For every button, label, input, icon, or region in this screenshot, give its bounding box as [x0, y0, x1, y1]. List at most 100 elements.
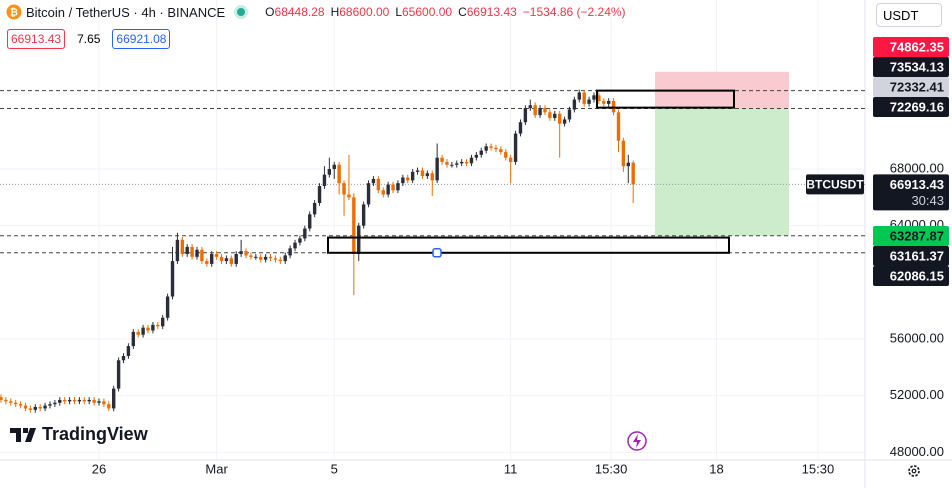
status-dot: [237, 8, 246, 16]
candle-body: [87, 399, 91, 402]
currency: USDT: [883, 8, 919, 23]
candle-body: [626, 162, 630, 167]
y-tick-label: 48000.00: [890, 444, 944, 459]
x-tick-label: 15:30: [802, 461, 835, 476]
ohlc-value: 66913.43: [466, 5, 517, 19]
x-tick-label: 18: [709, 461, 723, 476]
candle-body: [190, 246, 194, 257]
candle-body: [97, 401, 101, 403]
candle-body: [48, 404, 52, 406]
candle-body: [229, 258, 234, 264]
candle-body: [518, 122, 523, 134]
candle-body: [151, 324, 155, 331]
price-tag-label: 63161.37: [890, 248, 944, 263]
candle-body: [347, 194, 351, 198]
sell-price[interactable]: 66913.43: [7, 29, 66, 49]
candle-body: [224, 258, 229, 262]
events-icon[interactable]: [627, 431, 647, 451]
candle-body: [72, 399, 77, 402]
candle-body: [18, 404, 23, 406]
candle-body: [425, 173, 430, 177]
last-price-tag: [873, 174, 949, 211]
candle-body: [508, 157, 513, 162]
candle-body: [567, 109, 572, 120]
currency-select[interactable]: USDT: [876, 3, 942, 27]
price-tag-label: 72332.41: [890, 79, 944, 94]
candle-body: [170, 261, 175, 297]
candle-body: [381, 190, 385, 195]
candle-body: [606, 101, 611, 104]
symbol[interactable]: Bitcoin / TetherUS · 4h · BINANCE: [26, 4, 226, 20]
candle-body: [293, 242, 297, 249]
candle-body: [263, 256, 268, 260]
candle-body: [312, 203, 317, 215]
candle-body: [523, 108, 528, 123]
spread: 7.65: [77, 32, 101, 46]
candle-body: [131, 331, 136, 347]
candle-body: [33, 407, 37, 410]
candle-body: [102, 401, 106, 405]
candle-body: [386, 184, 390, 195]
candle-body: [0, 397, 3, 400]
settings-button[interactable]: [908, 465, 920, 477]
y-tick-label: 52000.00: [890, 387, 944, 402]
candle-body: [342, 183, 346, 195]
candle-body: [200, 249, 204, 262]
candle-body: [9, 401, 13, 403]
candle-body: [92, 399, 96, 403]
candle-body: [298, 238, 302, 243]
x-tick-label: 26: [92, 461, 106, 476]
candle-body: [303, 228, 307, 239]
candle-body: [420, 170, 425, 177]
y-tick-label: 68000.00: [890, 160, 944, 175]
candle-body: [82, 399, 86, 402]
candle-body: [273, 258, 278, 260]
candle-body: [553, 113, 557, 119]
candle-body: [244, 251, 248, 256]
candle-body: [406, 177, 410, 181]
candle-body: [332, 164, 336, 170]
ohlc-value: 68448.28: [274, 5, 325, 19]
candle-body: [371, 178, 376, 184]
btc-icon: ₿: [6, 4, 22, 20]
candle-body: [58, 399, 62, 403]
icon-bolt: [633, 434, 641, 448]
price-tag: [873, 226, 949, 246]
candle-body: [317, 186, 322, 204]
candle-body: [445, 161, 449, 165]
candle-body: [440, 157, 444, 162]
candle-body: [175, 239, 180, 262]
logo-mark: [10, 427, 36, 442]
candle-body: [464, 161, 469, 164]
header: ₿ Bitcoin / TetherUS · 4h · BINANCE O 684…: [6, 4, 626, 20]
ohlc-value: 68600.00: [339, 5, 390, 19]
candle-body: [538, 108, 542, 116]
price-tag: [873, 37, 949, 57]
countdown: 30:43: [911, 193, 944, 208]
target-zone: [655, 108, 789, 236]
ohlc-label: C: [458, 5, 467, 19]
x-tick-label: 15:30: [595, 461, 628, 476]
candle-body: [219, 256, 224, 262]
candle-body: [401, 177, 405, 184]
buy-price[interactable]: 66921.08: [112, 29, 171, 49]
candle-body: [410, 171, 415, 181]
candle-body: [602, 101, 606, 104]
ohlc-label: L: [395, 5, 402, 19]
candle-body: [268, 256, 273, 259]
price-tag: [873, 57, 949, 77]
price-tag-label: 72269.16: [890, 99, 944, 114]
candle-body: [528, 105, 532, 109]
zone-box: [327, 236, 730, 254]
candle-body: [337, 164, 341, 184]
candle-body: [161, 317, 165, 327]
ohlc-values: O 68448.28 H 68600.00 L 65600.00 C 66913.43: [259, 5, 517, 19]
svg-text:₿: ₿: [10, 7, 18, 19]
candle-body: [43, 405, 47, 409]
candle-body: [577, 92, 581, 100]
candle-body: [587, 99, 591, 104]
candle-body: [259, 256, 263, 260]
price-tag-label: 62086.15: [890, 268, 944, 283]
candle-body: [28, 408, 33, 410]
